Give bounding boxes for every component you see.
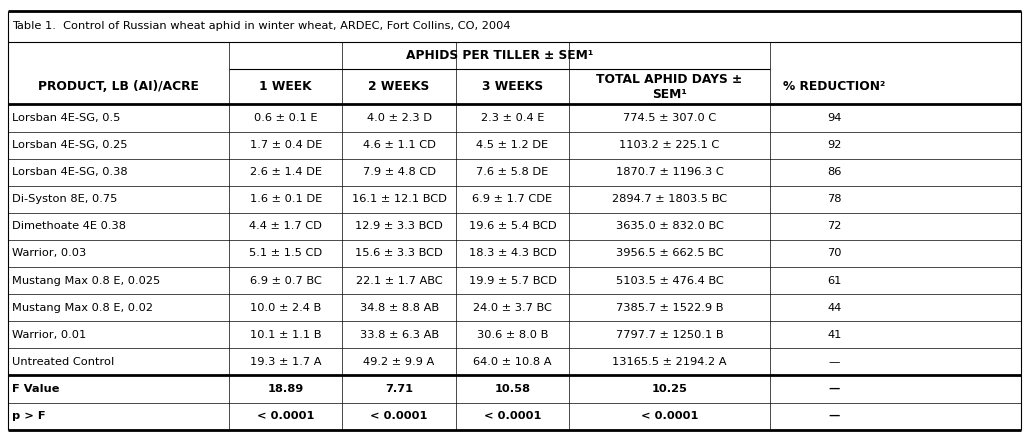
Text: 16.1 ± 12.1 BCD: 16.1 ± 12.1 BCD (352, 194, 446, 204)
Text: 7.6 ± 5.8 DE: 7.6 ± 5.8 DE (476, 167, 549, 177)
Text: PRODUCT, LB (AI)/ACRE: PRODUCT, LB (AI)/ACRE (38, 80, 199, 93)
Text: 86: 86 (827, 167, 841, 177)
Text: 10.58: 10.58 (495, 384, 530, 394)
Text: 12.9 ± 3.3 BCD: 12.9 ± 3.3 BCD (355, 221, 443, 231)
Text: 4.4 ± 1.7 CD: 4.4 ± 1.7 CD (249, 221, 322, 231)
Text: Lorsban 4E-SG, 0.5: Lorsban 4E-SG, 0.5 (12, 113, 121, 123)
Text: 7.71: 7.71 (385, 384, 413, 394)
Text: 33.8 ± 6.3 AB: 33.8 ± 6.3 AB (359, 330, 439, 340)
Text: 6.9 ± 1.7 CDE: 6.9 ± 1.7 CDE (472, 194, 553, 204)
Text: 18.3 ± 4.3 BCD: 18.3 ± 4.3 BCD (469, 249, 556, 259)
Text: % REDUCTION²: % REDUCTION² (784, 80, 885, 93)
Text: 92: 92 (827, 140, 841, 150)
Text: 1103.2 ± 225.1 C: 1103.2 ± 225.1 C (620, 140, 719, 150)
Text: 4.6 ± 1.1 CD: 4.6 ± 1.1 CD (362, 140, 435, 150)
Text: 49.2 ± 9.9 A: 49.2 ± 9.9 A (363, 357, 435, 367)
Text: Mustang Max 0.8 E, 0.025: Mustang Max 0.8 E, 0.025 (12, 276, 160, 286)
Text: 3956.5 ± 662.5 BC: 3956.5 ± 662.5 BC (616, 249, 723, 259)
Text: 7797.7 ± 1250.1 B: 7797.7 ± 1250.1 B (616, 330, 723, 340)
Text: 1 WEEK: 1 WEEK (260, 80, 312, 93)
Text: 30.6 ± 8.0 B: 30.6 ± 8.0 B (477, 330, 548, 340)
Text: < 0.0001: < 0.0001 (484, 411, 541, 421)
Text: 13165.5 ± 2194.2 A: 13165.5 ± 2194.2 A (613, 357, 726, 367)
Text: —: — (829, 411, 840, 421)
Text: 19.6 ± 5.4 BCD: 19.6 ± 5.4 BCD (469, 221, 556, 231)
Text: APHIDS PER TILLER ± SEM¹: APHIDS PER TILLER ± SEM¹ (405, 49, 593, 62)
Text: 61: 61 (827, 276, 841, 286)
Text: 4.5 ± 1.2 DE: 4.5 ± 1.2 DE (476, 140, 549, 150)
Text: 1870.7 ± 1196.3 C: 1870.7 ± 1196.3 C (616, 167, 723, 177)
Text: 94: 94 (827, 113, 841, 123)
Text: 7385.7 ± 1522.9 B: 7385.7 ± 1522.9 B (616, 302, 723, 313)
Text: 2.6 ± 1.4 DE: 2.6 ± 1.4 DE (249, 167, 322, 177)
Text: Table 1.  Control of Russian wheat aphid in winter wheat, ARDEC, Fort Collins, C: Table 1. Control of Russian wheat aphid … (12, 21, 511, 32)
Text: 19.3 ± 1.7 A: 19.3 ± 1.7 A (250, 357, 321, 367)
Text: Warrior, 0.01: Warrior, 0.01 (12, 330, 86, 340)
Text: 19.9 ± 5.7 BCD: 19.9 ± 5.7 BCD (469, 276, 556, 286)
Text: 41: 41 (827, 330, 841, 340)
Text: —: — (829, 357, 840, 367)
Text: 64.0 ± 10.8 A: 64.0 ± 10.8 A (473, 357, 552, 367)
Text: 3 WEEKS: 3 WEEKS (482, 80, 543, 93)
Text: 10.25: 10.25 (652, 384, 687, 394)
Text: 0.6 ± 0.1 E: 0.6 ± 0.1 E (253, 113, 317, 123)
Text: 1.7 ± 0.4 DE: 1.7 ± 0.4 DE (249, 140, 322, 150)
Text: < 0.0001: < 0.0001 (256, 411, 314, 421)
Text: 78: 78 (827, 194, 841, 204)
Text: 44: 44 (827, 302, 841, 313)
Text: 24.0 ± 3.7 BC: 24.0 ± 3.7 BC (473, 302, 552, 313)
Text: —: — (829, 384, 840, 394)
Text: Dimethoate 4E 0.38: Dimethoate 4E 0.38 (12, 221, 126, 231)
Text: p > F: p > F (12, 411, 46, 421)
Text: F Value: F Value (12, 384, 60, 394)
Text: Lorsban 4E-SG, 0.25: Lorsban 4E-SG, 0.25 (12, 140, 128, 150)
Text: 2.3 ± 0.4 E: 2.3 ± 0.4 E (481, 113, 544, 123)
Text: 10.0 ± 2.4 B: 10.0 ± 2.4 B (250, 302, 321, 313)
Text: 70: 70 (827, 249, 841, 259)
Text: 10.1 ± 1.1 B: 10.1 ± 1.1 B (250, 330, 321, 340)
Text: 15.6 ± 3.3 BCD: 15.6 ± 3.3 BCD (355, 249, 443, 259)
Text: 34.8 ± 8.8 AB: 34.8 ± 8.8 AB (359, 302, 439, 313)
Text: 6.9 ± 0.7 BC: 6.9 ± 0.7 BC (249, 276, 321, 286)
Text: Di-Syston 8E, 0.75: Di-Syston 8E, 0.75 (12, 194, 118, 204)
Text: 1.6 ± 0.1 DE: 1.6 ± 0.1 DE (249, 194, 322, 204)
Text: 5103.5 ± 476.4 BC: 5103.5 ± 476.4 BC (616, 276, 723, 286)
Text: 3635.0 ± 832.0 BC: 3635.0 ± 832.0 BC (616, 221, 723, 231)
Text: < 0.0001: < 0.0001 (641, 411, 698, 421)
Text: 22.1 ± 1.7 ABC: 22.1 ± 1.7 ABC (356, 276, 442, 286)
Text: Mustang Max 0.8 E, 0.02: Mustang Max 0.8 E, 0.02 (12, 302, 153, 313)
Text: TOTAL APHID DAYS ±
SEM¹: TOTAL APHID DAYS ± SEM¹ (596, 73, 743, 101)
Text: 5.1 ± 1.5 CD: 5.1 ± 1.5 CD (249, 249, 322, 259)
Text: 7.9 ± 4.8 CD: 7.9 ± 4.8 CD (362, 167, 436, 177)
Text: Untreated Control: Untreated Control (12, 357, 115, 367)
Text: 2894.7 ± 1803.5 BC: 2894.7 ± 1803.5 BC (611, 194, 727, 204)
Text: 72: 72 (827, 221, 841, 231)
Text: Warrior, 0.03: Warrior, 0.03 (12, 249, 86, 259)
Text: 2 WEEKS: 2 WEEKS (368, 80, 430, 93)
Text: < 0.0001: < 0.0001 (370, 411, 428, 421)
Text: 18.89: 18.89 (268, 384, 304, 394)
Text: 774.5 ± 307.0 C: 774.5 ± 307.0 C (623, 113, 716, 123)
Text: 4.0 ± 2.3 D: 4.0 ± 2.3 D (366, 113, 432, 123)
Text: Lorsban 4E-SG, 0.38: Lorsban 4E-SG, 0.38 (12, 167, 128, 177)
